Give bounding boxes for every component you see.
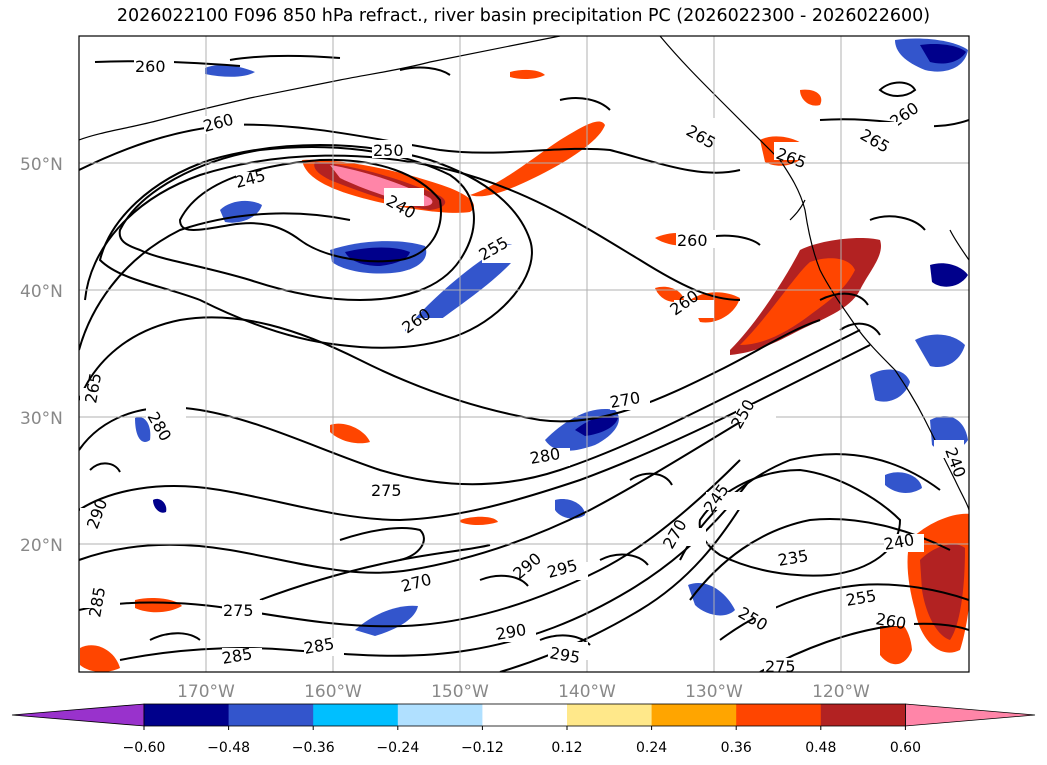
colorbar-segment (228, 704, 314, 726)
lon-label-150w: 150°W (431, 682, 489, 702)
colorbar: −0.60 −0.48 −0.36 −0.24 −0.12 0.12 0.24 0.36 0.4… (11, 703, 1036, 756)
colorbar-tick-label: 0.60 (890, 740, 921, 756)
lon-label-140w: 140°W (558, 682, 616, 702)
colorbar-tick-label: −0.60 (123, 740, 166, 756)
colorbar-tick-label: 0.36 (721, 740, 752, 756)
plot-frame (78, 35, 970, 673)
colorbar-extend-max (905, 703, 1036, 727)
map-content: 260 260 250 245 240 255 260 265 260 260 … (79, 36, 969, 676)
colorbar-tick-label: 0.12 (551, 740, 582, 756)
colorbar-tick-label: −0.24 (376, 740, 419, 756)
colorbar-tick-label: −0.12 (461, 740, 504, 756)
contour-label: 275 (765, 657, 796, 676)
contour-label: 260 (677, 231, 708, 250)
lat-label-50n: 50°N (20, 155, 63, 175)
colorbar-tick-label: 0.24 (636, 740, 667, 756)
colorbar-segment (736, 704, 822, 726)
colorbar-extend-min (11, 703, 145, 727)
lon-label-130w: 130°W (685, 682, 743, 702)
colorbar-segment (397, 704, 483, 726)
colorbar-tick-label: −0.48 (207, 740, 250, 756)
contour-label: 260 (135, 57, 166, 76)
colorbar-segment (820, 704, 906, 726)
lat-label-20n: 20°N (20, 536, 63, 556)
map-title: 2026022100 F096 850 hPa refract., river … (116, 6, 931, 26)
colorbar-segment (651, 704, 737, 726)
lat-label-40n: 40°N (20, 282, 63, 302)
negative-anomaly-shading (135, 38, 968, 636)
lat-label-30n: 30°N (20, 409, 63, 429)
lon-label-170w: 170°W (177, 682, 235, 702)
contour-label: 275 (223, 601, 254, 620)
colorbar-segment (313, 704, 399, 726)
lon-label-160w: 160°W (304, 682, 362, 702)
graticule (79, 36, 969, 672)
colorbar-segment (144, 704, 230, 726)
colorbar-outline (143, 703, 906, 727)
colorbar-segment (567, 704, 653, 726)
colorbar-segment (482, 704, 568, 726)
colorbar-tick-label: 0.48 (805, 740, 836, 756)
contour-label: 250 (373, 141, 404, 160)
contour-label: 275 (371, 481, 402, 500)
colorbar-tick-label: −0.36 (292, 740, 335, 756)
lon-label-120w: 120°W (812, 682, 870, 702)
